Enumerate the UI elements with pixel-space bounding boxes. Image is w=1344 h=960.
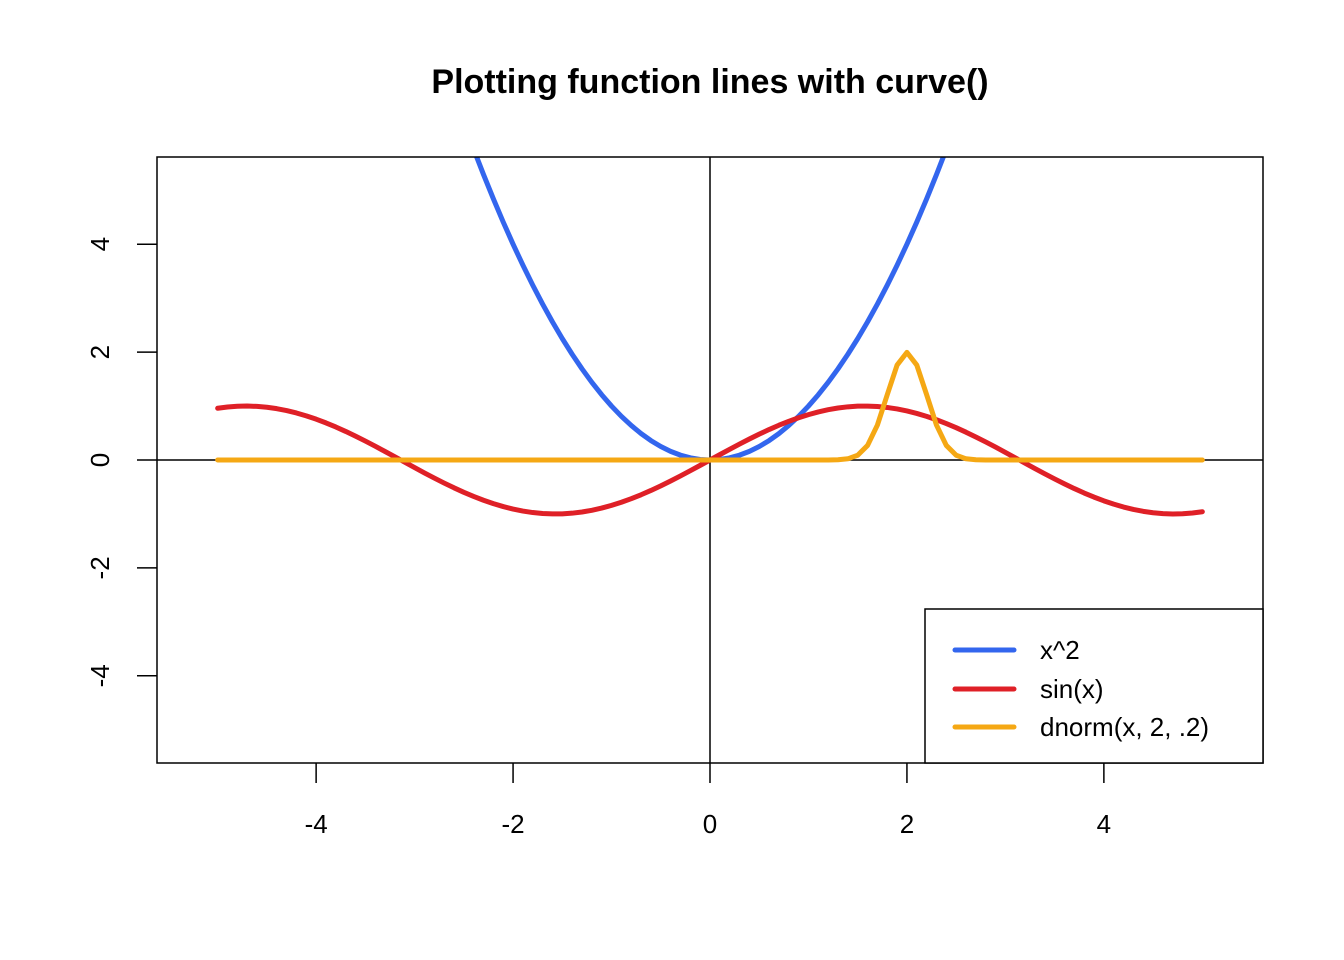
y-axis: -4 -2 0 2 4	[85, 237, 157, 687]
y-tick-label: -4	[85, 664, 115, 687]
legend-entries: x^2 sin(x) dnorm(x, 2, .2)	[952, 635, 1209, 742]
x-tick-label: -4	[305, 809, 328, 839]
x-tick-label: 4	[1097, 809, 1111, 839]
chart-title: Plotting function lines with curve()	[431, 63, 988, 101]
y-tick-label: 4	[85, 237, 115, 251]
x-tick-label: 2	[900, 809, 914, 839]
x-axis: -4 -2 0 2 4	[305, 763, 1111, 839]
legend-label: x^2	[1040, 635, 1080, 665]
legend-box	[924, 608, 1264, 764]
legend-entry: x^2	[952, 635, 1080, 665]
legend: x^2 sin(x) dnorm(x, 2, .2)	[924, 608, 1264, 764]
legend-entry: dnorm(x, 2, .2)	[952, 712, 1209, 742]
y-tick-label: 2	[85, 345, 115, 359]
series-layer	[215, 157, 1205, 517]
y-tick-label: -2	[85, 556, 115, 579]
x-tick-label: -2	[502, 809, 525, 839]
x-tick-label: 0	[703, 809, 717, 839]
legend-label: dnorm(x, 2, .2)	[1040, 712, 1209, 742]
y-tick-label: 0	[85, 453, 115, 467]
legend-label: sin(x)	[1040, 674, 1104, 704]
legend-entry: sin(x)	[952, 674, 1104, 704]
series-line-2	[215, 349, 1205, 463]
